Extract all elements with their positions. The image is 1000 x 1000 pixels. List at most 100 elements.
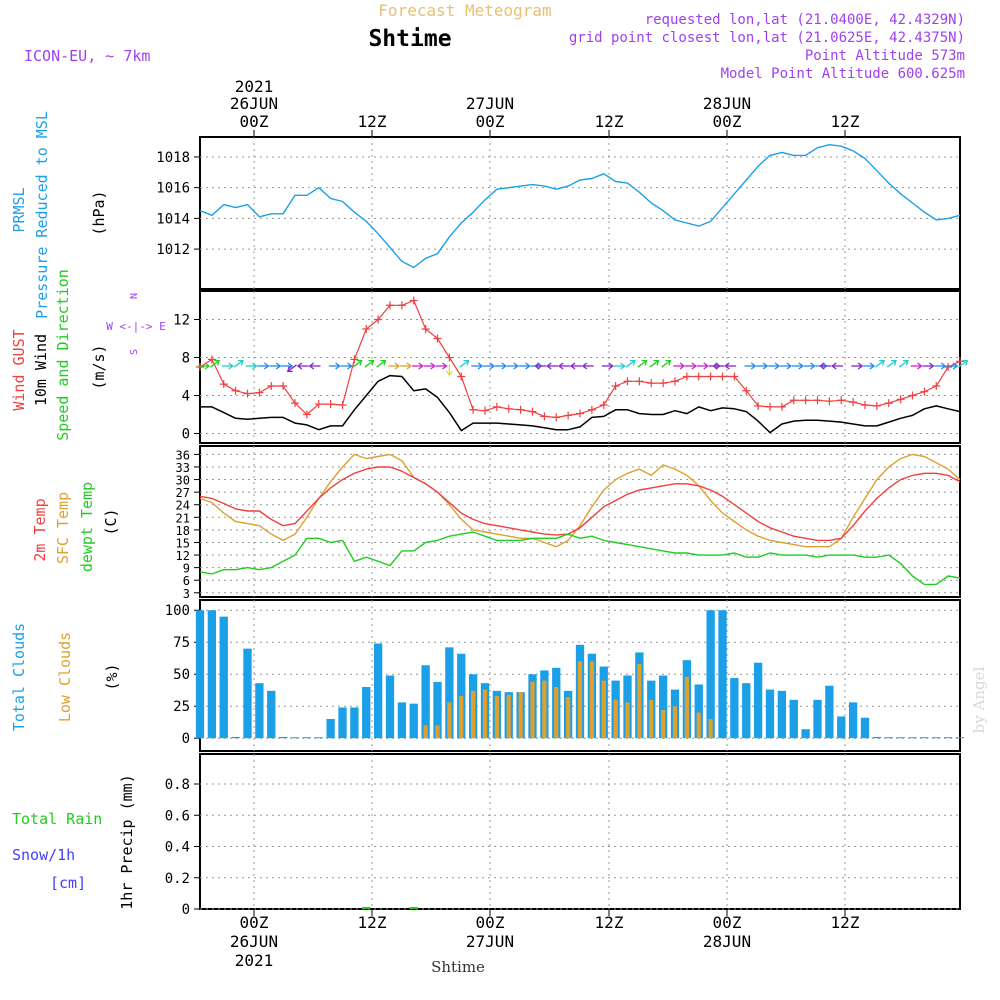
total-cloud-bar <box>753 662 763 739</box>
bottom-tick-1: 00Z <box>240 913 269 932</box>
low-cloud-bar <box>459 695 464 739</box>
wind-barb-head <box>798 362 804 370</box>
wind-gust-point <box>243 389 252 398</box>
dewpt-temp-line <box>199 531 961 586</box>
low-cloud-bar <box>530 681 535 739</box>
y-tick-label-4-3: 50 <box>173 667 190 683</box>
top-tick-5: 00Z <box>713 112 742 131</box>
wind-barb <box>649 359 660 368</box>
wind-gust-point <box>540 412 549 421</box>
low-cloud-bar <box>649 699 654 739</box>
wind-gust-point <box>789 396 798 405</box>
low-cloud-bar <box>613 699 618 739</box>
wind-gust-point <box>920 387 929 396</box>
wind-gust-point <box>635 377 644 386</box>
wind-barb <box>245 362 258 370</box>
total-cloud-bar <box>943 737 953 739</box>
wind-gust-point <box>374 315 383 324</box>
wind-label-3: Speed and Direction <box>54 269 72 441</box>
wind-barb-head <box>335 362 341 370</box>
wind-10m-line <box>200 374 961 434</box>
y-tick-label-2-1: 0 <box>182 427 190 443</box>
wind-barb-head <box>442 362 448 370</box>
wind-barb-shaft <box>625 360 636 368</box>
wind-gust-point <box>647 379 656 388</box>
wind-gust-point <box>825 397 834 406</box>
plot-layer: 1012101410161018048123691215182124273033… <box>156 130 969 918</box>
low-cloud-bar <box>696 712 701 739</box>
low-cloud-bar <box>471 690 476 739</box>
bottom-tick-3: 00Z <box>476 913 505 932</box>
wind-barb <box>803 362 816 370</box>
wind-gust-point <box>872 401 881 410</box>
compass-s: S <box>129 349 140 355</box>
wind-gust-point <box>231 386 240 395</box>
wind-barb-head <box>286 366 293 373</box>
cloud-unit: (%) <box>103 663 121 690</box>
panel-frame-5 <box>199 753 961 910</box>
wind-barb <box>958 359 969 368</box>
wind-barb-head <box>204 362 211 370</box>
wind-gust-point <box>849 398 858 407</box>
wind-gust-point <box>682 372 691 381</box>
wind-barb-head <box>252 362 258 370</box>
wind-barb <box>569 362 582 370</box>
wind-gust-point <box>207 355 216 364</box>
wind-barb-shaft <box>637 360 647 368</box>
y-tick-label-3-2: 6 <box>183 574 190 588</box>
wind-barb-head <box>665 359 672 366</box>
low-cloud-bar <box>637 663 642 739</box>
wind-barb-head <box>463 359 470 366</box>
total-cloud-bar <box>932 737 941 739</box>
wind-barb-head <box>347 362 353 370</box>
wind-barb <box>886 359 897 368</box>
wind-gust-point <box>469 405 478 414</box>
prmsl-unit: (hPa) <box>90 190 108 235</box>
total-cloud-bar <box>848 702 858 739</box>
wind-barb <box>286 364 297 373</box>
wind-barb <box>534 362 547 370</box>
wind-barb <box>221 362 234 370</box>
total-cloud-bar <box>267 690 276 739</box>
total-cloud-bar <box>955 737 965 739</box>
wind-gust-point <box>433 334 442 343</box>
wind-unit: (m/s) <box>90 344 108 389</box>
low-cloud-bar <box>577 661 583 739</box>
top-year: 2021 <box>235 77 274 96</box>
top-tick-2: 12Z <box>358 112 387 131</box>
y-tick-label-5-4: 0.6 <box>165 808 190 824</box>
wind-gust-point <box>754 401 763 410</box>
wind-barb-head <box>786 362 792 370</box>
wind-gust-point <box>944 363 953 371</box>
wind-barb <box>495 362 507 370</box>
total-cloud-bar <box>302 737 312 739</box>
wind-gust-point <box>659 379 668 388</box>
wind-barb-head <box>679 362 686 370</box>
wind-gust-point <box>552 413 561 422</box>
total-cloud-bar <box>777 690 787 739</box>
total-cloud-bar <box>397 702 407 739</box>
temp-labels: 2m Temp SFC Temp dewpt Temp (C) <box>31 482 120 572</box>
total-cloud-bar <box>658 675 668 739</box>
wind-barb-head <box>569 362 576 370</box>
wind-gust-point <box>421 325 430 333</box>
precip-unit: 1hr Precip (mm) <box>118 774 136 909</box>
wind-label-1: Wind GUST <box>10 329 28 410</box>
y-tick-label-1-2: 1014 <box>156 211 190 227</box>
wind-barb <box>910 362 923 370</box>
wind-barb <box>791 362 804 370</box>
sfc-temp-line <box>199 453 961 548</box>
low-cloud-bar <box>447 702 452 739</box>
bottom-tick-6: 12Z <box>831 913 860 932</box>
bottom-time-axis: 00Z 12Z 00Z 12Z 00Z 12Z 26JUN 27JUN 28JU… <box>230 913 860 970</box>
wind-labels: Wind GUST 10m Wind Speed and Direction (… <box>10 269 166 441</box>
wind-gust-point <box>706 372 715 381</box>
total-cloud-bar <box>433 681 442 739</box>
wind-barb-head <box>712 362 718 370</box>
wind-barb <box>400 362 412 370</box>
prmsl-label-2: Pressure Reduced to MSL <box>33 111 51 319</box>
wind-barb <box>364 359 375 368</box>
wind-barb-head <box>477 362 484 370</box>
wind-barb <box>296 362 309 370</box>
